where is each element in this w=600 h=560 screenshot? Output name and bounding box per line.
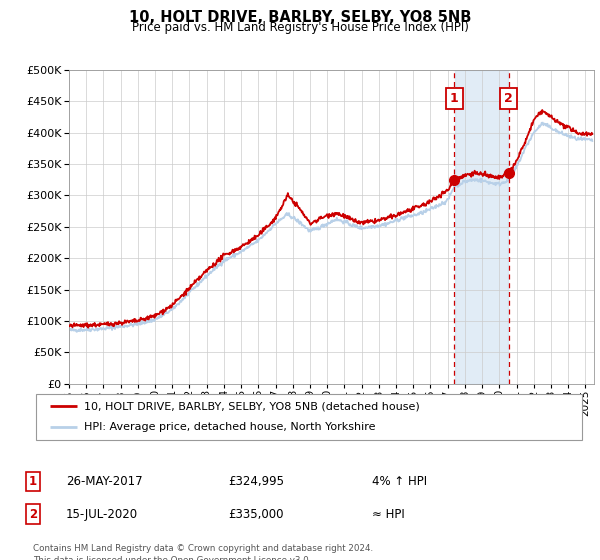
Text: ≈ HPI: ≈ HPI <box>372 507 405 521</box>
Text: Contains HM Land Registry data © Crown copyright and database right 2024.
This d: Contains HM Land Registry data © Crown c… <box>33 544 373 560</box>
Text: 10, HOLT DRIVE, BARLBY, SELBY, YO8 5NB: 10, HOLT DRIVE, BARLBY, SELBY, YO8 5NB <box>129 10 471 25</box>
Text: 2: 2 <box>29 507 37 521</box>
Text: 1: 1 <box>450 92 459 105</box>
Text: 10, HOLT DRIVE, BARLBY, SELBY, YO8 5NB (detached house): 10, HOLT DRIVE, BARLBY, SELBY, YO8 5NB (… <box>84 401 420 411</box>
Text: Price paid vs. HM Land Registry's House Price Index (HPI): Price paid vs. HM Land Registry's House … <box>131 21 469 34</box>
Text: 15-JUL-2020: 15-JUL-2020 <box>66 507 138 521</box>
Text: £335,000: £335,000 <box>228 507 284 521</box>
Text: 2: 2 <box>504 92 513 105</box>
Text: 4% ↑ HPI: 4% ↑ HPI <box>372 475 427 488</box>
Text: 1: 1 <box>29 475 37 488</box>
Text: £324,995: £324,995 <box>228 475 284 488</box>
Text: HPI: Average price, detached house, North Yorkshire: HPI: Average price, detached house, Nort… <box>84 422 376 432</box>
Text: 26-MAY-2017: 26-MAY-2017 <box>66 475 143 488</box>
